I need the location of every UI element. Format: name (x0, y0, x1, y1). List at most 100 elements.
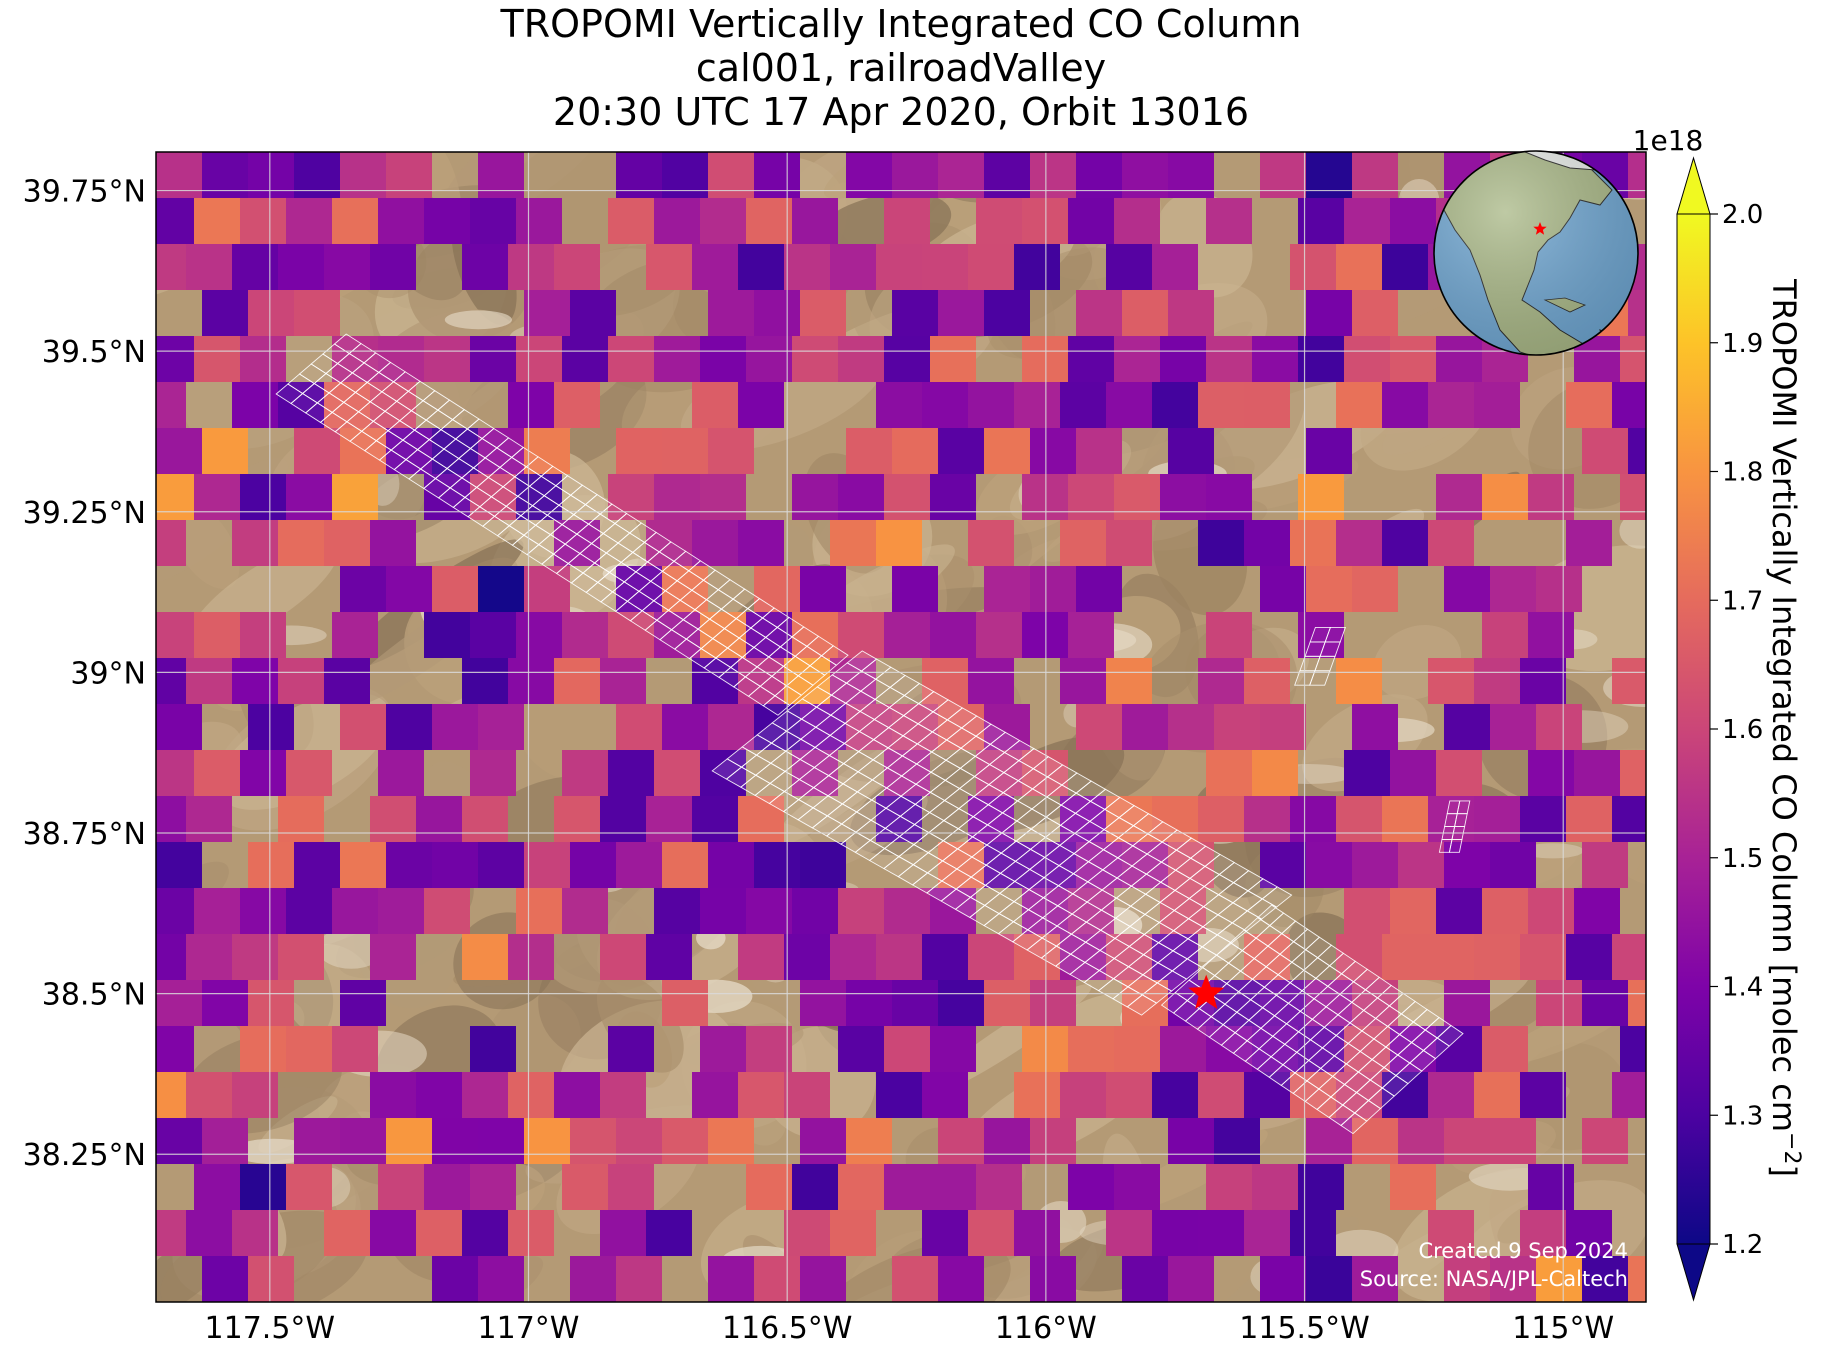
co-pixel (332, 474, 378, 520)
co-pixel (340, 704, 386, 750)
co-pixel (232, 934, 278, 980)
co-pixel (654, 198, 700, 244)
co-pixel (1114, 1164, 1160, 1210)
co-pixel (1390, 888, 1436, 934)
co-pixel (1106, 1210, 1152, 1256)
co-pixel (1612, 1072, 1646, 1118)
co-pixel (432, 1256, 478, 1302)
co-pixel (1582, 1118, 1628, 1164)
colorbar-multiplier: 1e18 (1633, 124, 1704, 157)
co-pixel (1306, 842, 1352, 888)
footprint-cell (1309, 670, 1331, 686)
co-pixel (1520, 1210, 1566, 1256)
co-pixel (370, 1210, 416, 1256)
co-pixel (1428, 658, 1474, 704)
globe-star-icon (1533, 222, 1547, 235)
co-pixel (1114, 336, 1160, 382)
colorbar: 1.2 1.3 1.4 1.5 1.6 1.7 1.8 1.9 2.0 1e18 TROPOMI… (1633, 124, 1804, 1302)
co-pixel (708, 1118, 754, 1164)
co-pixel (1344, 198, 1390, 244)
co-pixel (984, 566, 1030, 612)
co-pixel (884, 888, 930, 934)
co-pixel (1398, 1118, 1444, 1164)
co-pixel (800, 290, 846, 336)
co-pixel (470, 1164, 516, 1210)
co-pixel (240, 750, 286, 796)
co-pixel (156, 1072, 186, 1118)
co-pixel (186, 1210, 232, 1256)
co-pixel (1582, 980, 1628, 1026)
co-pixel (662, 704, 708, 750)
co-pixel (1244, 1072, 1290, 1118)
co-pixel (784, 1072, 830, 1118)
co-pixel (324, 520, 370, 566)
co-pixel (976, 612, 1022, 658)
co-pixel (186, 796, 232, 842)
co-pixel (1628, 428, 1646, 474)
co-pixel (1582, 842, 1628, 888)
co-pixel (386, 1118, 432, 1164)
co-pixel (432, 704, 478, 750)
co-pixel (508, 382, 554, 428)
co-pixel (186, 244, 232, 290)
footprint-cell (1448, 838, 1463, 853)
co-pixel (248, 1256, 294, 1302)
co-pixel (830, 1210, 876, 1256)
lon-tick-label: 116°W (995, 1311, 1097, 1346)
co-pixel (1022, 198, 1068, 244)
co-pixel (738, 520, 784, 566)
co-pixel (654, 336, 700, 382)
co-pixel (1536, 980, 1582, 1026)
co-pixel (1620, 474, 1646, 520)
co-pixel (202, 428, 248, 474)
co-pixel (1436, 750, 1482, 796)
co-pixel (478, 1118, 524, 1164)
co-pixel (378, 198, 424, 244)
co-pixel (830, 520, 876, 566)
co-pixel (984, 1118, 1030, 1164)
co-pixel (708, 704, 754, 750)
colorbar-tick-label: 2.0 (1722, 200, 1763, 230)
co-pixel (1106, 244, 1152, 290)
co-pixel (838, 1026, 884, 1072)
co-pixel (608, 336, 654, 382)
co-pixel (892, 290, 938, 336)
co-pixel (654, 750, 700, 796)
co-pixel (156, 198, 194, 244)
co-pixel (968, 658, 1014, 704)
co-pixel (156, 1026, 194, 1072)
co-pixel (754, 842, 800, 888)
co-pixel (1244, 382, 1290, 428)
co-pixel (1160, 474, 1206, 520)
co-pixel (570, 1256, 616, 1302)
co-pixel (332, 888, 378, 934)
co-pixel (1022, 474, 1068, 520)
co-pixel (286, 474, 332, 520)
co-pixel (700, 888, 746, 934)
co-pixel (876, 520, 922, 566)
site-star-icon (1188, 974, 1225, 1009)
co-pixel (1168, 290, 1214, 336)
title-line-3: 20:30 UTC 17 Apr 2020, Orbit 13016 (552, 90, 1250, 134)
co-pixel (1068, 612, 1114, 658)
co-pixel (516, 198, 562, 244)
co-pixel (148, 1302, 194, 1348)
co-pixel (156, 658, 186, 704)
lat-tick-label: 38.25°N (23, 1138, 146, 1173)
co-pixel (1436, 888, 1482, 934)
co-pixel (1490, 1256, 1536, 1302)
co-pixel (386, 704, 432, 750)
co-pixel (294, 428, 340, 474)
co-pixel (332, 1302, 378, 1348)
co-pixel (830, 934, 876, 980)
co-pixel (984, 290, 1030, 336)
co-pixel (194, 612, 240, 658)
co-pixel (738, 934, 784, 980)
co-pixel (1260, 704, 1306, 750)
co-pixel (1068, 1164, 1114, 1210)
co-pixel (370, 934, 416, 980)
co-pixel (194, 750, 240, 796)
co-pixel (478, 842, 524, 888)
co-pixel (202, 1256, 248, 1302)
co-pixel (156, 704, 202, 750)
